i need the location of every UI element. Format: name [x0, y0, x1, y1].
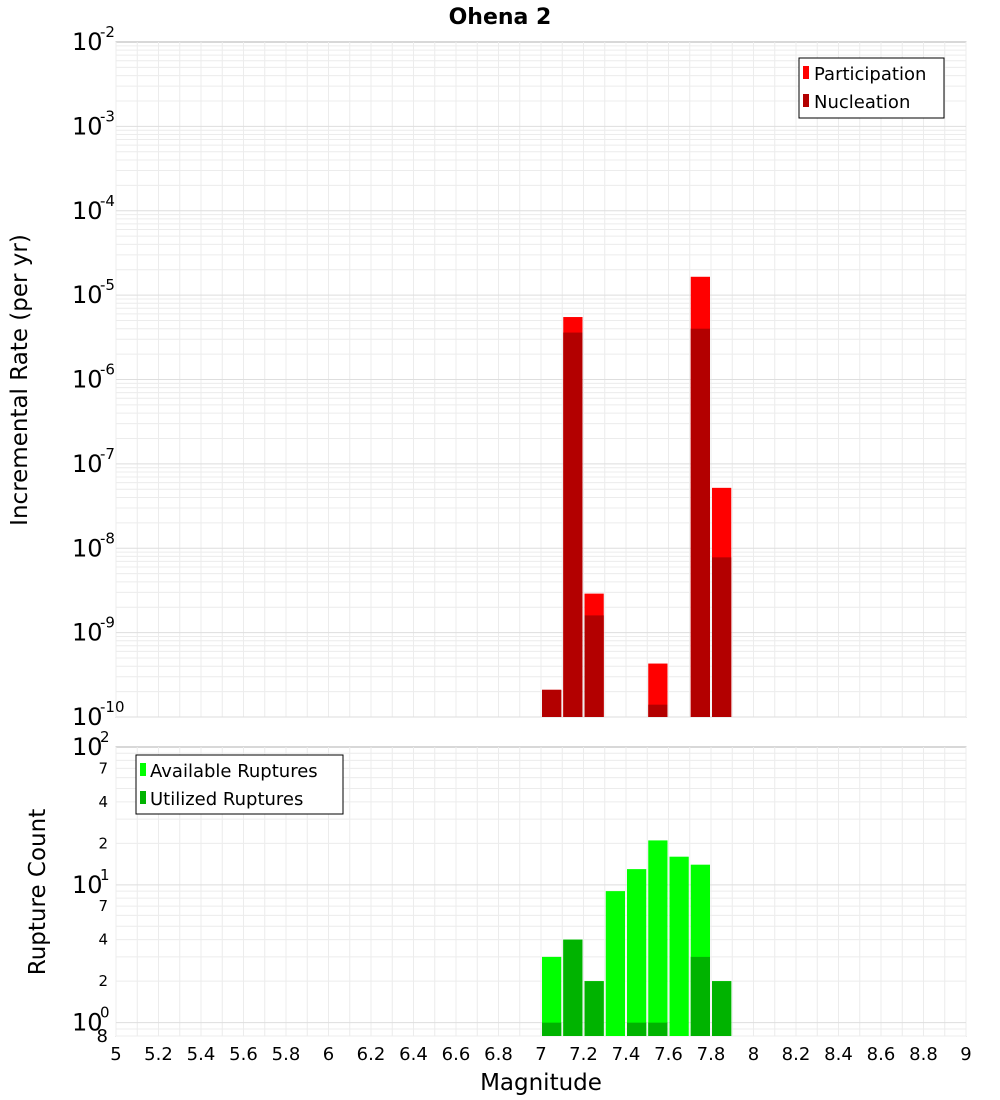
legend-label-utilized: Utilized Ruptures: [150, 789, 303, 810]
legend-swatch-available: [140, 763, 146, 776]
y-tick-label: 10: [72, 534, 103, 562]
y-tick-label: 10: [72, 1009, 103, 1037]
x-tick-label: 6.4: [399, 1044, 428, 1065]
y-minor-tick-label: 7: [98, 759, 108, 777]
x-tick-label: 8.2: [782, 1044, 811, 1065]
x-tick-label: 5.4: [187, 1044, 216, 1065]
bar-utilized-ruptures: [690, 956, 710, 1036]
y-tick-label: 10: [72, 871, 103, 899]
bar-utilized-ruptures: [584, 981, 604, 1036]
x-tick-label: 7.8: [697, 1044, 726, 1065]
x-tick-label: 8.6: [867, 1044, 896, 1065]
bottom-legend-box: [135, 754, 344, 815]
bar-nucleation: [648, 704, 668, 717]
x-tick-label: 8: [748, 1044, 759, 1065]
y-minor-tick-label: 7: [98, 897, 108, 915]
top-y-axis-label: Incremental Rate (per yr): [7, 234, 33, 526]
x-tick-label: 5.2: [144, 1044, 173, 1065]
y-tick-label: 10: [72, 703, 103, 731]
y-tick-label: 10: [72, 366, 103, 394]
y-tick-exponent: -10: [100, 698, 125, 716]
bar-utilized-ruptures: [627, 1022, 647, 1036]
top-legend: Participation Nucleation: [798, 57, 945, 119]
legend-label-available: Available Ruptures: [150, 761, 318, 782]
y-tick-label: 10: [72, 28, 103, 56]
bottom-legend: Available Ruptures Utilized Ruptures: [135, 754, 344, 815]
y-tick-exponent: 2: [100, 728, 110, 746]
bar-nucleation: [584, 615, 604, 717]
y-tick-exponent: -8: [100, 529, 115, 547]
bar-nucleation: [712, 557, 732, 717]
top-grid: [115, 42, 967, 718]
bar-available-ruptures: [627, 869, 647, 1036]
bottom-grid: [115, 747, 967, 1037]
y-tick-exponent: -6: [100, 361, 115, 379]
top-legend-box: [798, 57, 945, 119]
x-tick-label: 8.4: [824, 1044, 853, 1065]
x-tick-label: 7.6: [654, 1044, 683, 1065]
bar-available-ruptures: [542, 956, 562, 1036]
y-tick-exponent: -7: [100, 445, 115, 463]
y-tick-exponent: -5: [100, 276, 115, 294]
x-tick-label: 7.4: [612, 1044, 641, 1065]
legend-swatch-participation: [803, 66, 809, 79]
y-tick-exponent: -2: [100, 23, 115, 41]
x-tick-label: 5.6: [229, 1044, 258, 1065]
y-tick-label: 10: [72, 733, 103, 761]
x-tick-label: 7.2: [569, 1044, 598, 1065]
legend-label-participation: Participation: [814, 64, 926, 85]
y-minor-tick-label: 4: [98, 931, 108, 949]
legend-swatch-utilized: [140, 791, 146, 804]
x-tick-label: 5: [110, 1044, 121, 1065]
bar-nucleation: [563, 332, 583, 717]
y-tick-label: 10: [72, 450, 103, 478]
bar-nucleation: [690, 328, 710, 717]
x-ticks: 5 5.2 5.4 5.6 5.8 6 6.2 6.4 6.6 6.8 7 7.2 7.4 7.6 7.8 8…: [110, 1044, 971, 1065]
bar-available-ruptures: [669, 856, 689, 1036]
chart-title: Ohena 2: [449, 5, 552, 30]
top-bars: [542, 276, 732, 717]
bar-available-ruptures: [605, 891, 625, 1036]
bar-utilized-ruptures: [648, 1022, 668, 1036]
x-tick-label: 6.2: [357, 1044, 386, 1065]
bar-utilized-ruptures: [563, 939, 583, 1036]
legend-label-nucleation: Nucleation: [814, 92, 910, 113]
y-tick-label: 10: [72, 112, 103, 140]
y-minor-tick-label: 2: [98, 972, 108, 990]
bottom-bars: [542, 840, 732, 1036]
x-tick-label: 6.6: [442, 1044, 471, 1065]
y-tick-exponent: -4: [100, 192, 115, 210]
bar-utilized-ruptures: [542, 1022, 562, 1036]
x-tick-label: 8.8: [909, 1044, 938, 1065]
bar-nucleation: [542, 689, 562, 717]
y-minor-tick-label: 4: [98, 793, 108, 811]
y-minor-tick-label: 8: [97, 1026, 108, 1047]
y-tick-label: 10: [72, 281, 103, 309]
y-tick-exponent: -9: [100, 614, 115, 632]
x-tick-label: 7: [535, 1044, 546, 1065]
bar-utilized-ruptures: [712, 981, 732, 1036]
x-tick-label: 6.8: [484, 1044, 513, 1065]
y-tick-exponent: -3: [100, 107, 115, 125]
x-axis-label: Magnitude: [480, 1070, 602, 1096]
x-tick-label: 6: [323, 1044, 334, 1065]
y-tick-exponent: 1: [100, 866, 110, 884]
y-minor-tick-label: 2: [98, 834, 108, 852]
y-tick-exponent: 0: [100, 1004, 110, 1022]
y-tick-label: 10: [72, 619, 103, 647]
bar-participation: [648, 663, 668, 717]
x-tick-label: 5.8: [272, 1044, 301, 1065]
y-tick-label: 10: [72, 197, 103, 225]
legend-swatch-nucleation: [803, 94, 809, 107]
bar-available-ruptures: [648, 840, 668, 1036]
x-tick-label: 9: [960, 1044, 971, 1065]
bottom-y-axis-label: Rupture Count: [25, 809, 51, 975]
